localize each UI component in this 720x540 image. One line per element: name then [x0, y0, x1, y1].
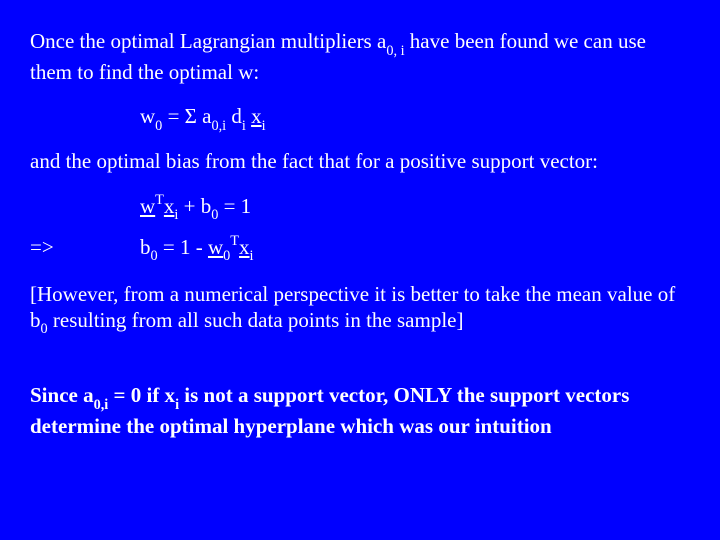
- equation-3-row: => b0 = 1 - w0Txi: [30, 234, 690, 265]
- p4-text-b: = 0 if x: [108, 383, 175, 407]
- eq1-w: w: [140, 104, 155, 128]
- p2-text: and the optimal bias from the fact that …: [30, 149, 598, 173]
- eq3-T: T: [230, 233, 239, 249]
- eq1-asub: 0,i: [211, 118, 226, 134]
- equation-1: w0 = Σ a0,i di xi: [140, 103, 690, 134]
- eq1-xsub: i: [262, 118, 266, 134]
- eq3-w: w: [208, 235, 223, 259]
- eq2-xsub: i: [174, 207, 178, 223]
- eq1-x: x: [251, 104, 262, 128]
- eq3-wsub: 0: [223, 248, 230, 264]
- eq3-b: b: [140, 235, 151, 259]
- eq2-bsub: 0: [211, 207, 218, 223]
- eq2-T: T: [155, 192, 164, 208]
- eq3-xsub: i: [250, 248, 254, 264]
- p1-text-a: Once the optimal Lagrangian multipliers …: [30, 29, 386, 53]
- paragraph-3: [However, from a numerical perspective i…: [30, 281, 690, 338]
- p3-sub: 0: [41, 321, 48, 337]
- eq3-bsub: 0: [151, 248, 158, 264]
- eq1-mid: = Σ a: [162, 104, 211, 128]
- p3-text-b: resulting from all such data points in t…: [48, 308, 464, 332]
- implies-arrow: =>: [30, 234, 140, 265]
- eq2-w: w: [140, 194, 155, 218]
- eq3-mid: = 1 -: [158, 235, 208, 259]
- eq1-dsub: i: [242, 118, 246, 134]
- eq2-end: = 1: [218, 194, 251, 218]
- eq2-x: x: [164, 194, 175, 218]
- paragraph-2: and the optimal bias from the fact that …: [30, 148, 690, 174]
- equation-3: b0 = 1 - w0Txi: [140, 234, 253, 265]
- spacer: [30, 356, 690, 382]
- p4-sub1: 0,i: [94, 397, 109, 413]
- paragraph-4: Since a0,i = 0 if xi is not a support ve…: [30, 382, 690, 439]
- equation-2: wTxi + b0 = 1: [140, 193, 690, 224]
- eq1-d: d: [226, 104, 242, 128]
- paragraph-1: Once the optimal Lagrangian multipliers …: [30, 28, 690, 85]
- eq2-mid: + b: [178, 194, 211, 218]
- p4-sub2: i: [175, 397, 179, 413]
- eq3-x: x: [239, 235, 250, 259]
- p1-sub: 0, i: [386, 43, 404, 59]
- eq1-wsub: 0: [155, 118, 162, 134]
- p4-text-a: Since a: [30, 383, 94, 407]
